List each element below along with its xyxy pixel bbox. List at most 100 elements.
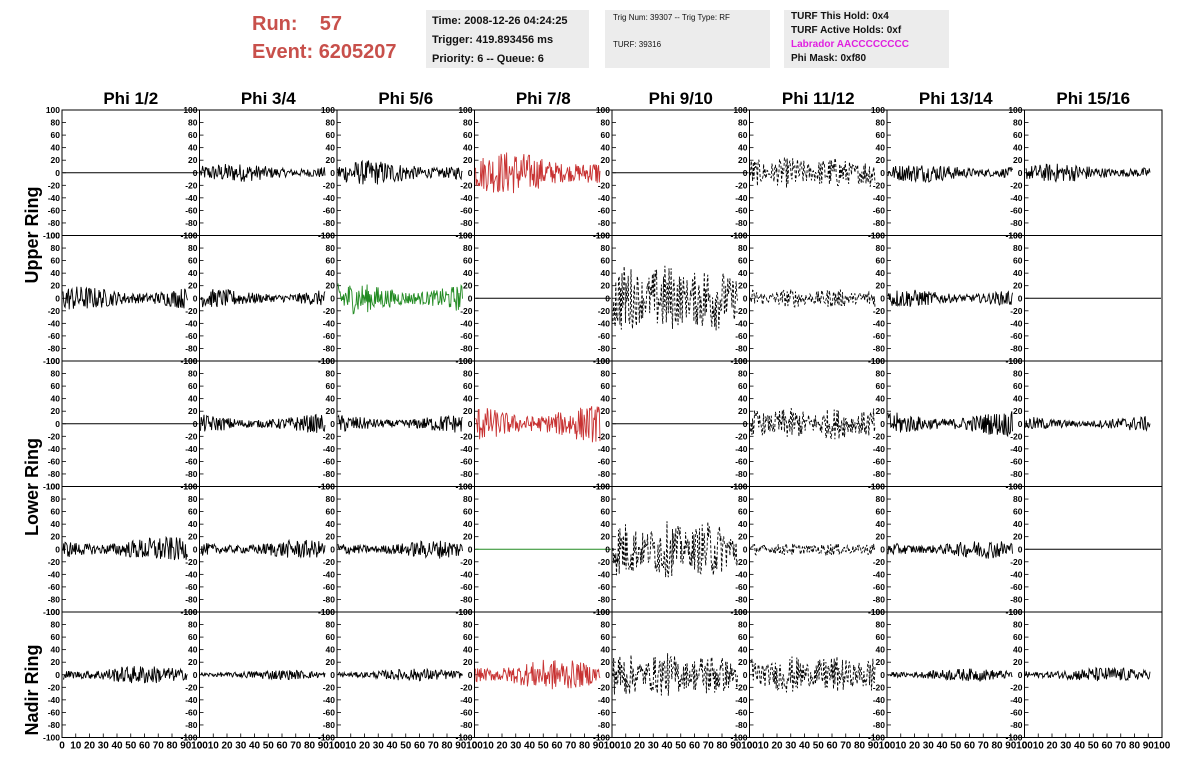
x-tick-label: 0 (197, 741, 203, 752)
y-tick-label: 80 (326, 494, 336, 504)
y-tick-label: 60 (876, 632, 886, 642)
y-tick-label: -80 (735, 594, 748, 604)
x-tick-label: 50 (1088, 741, 1100, 752)
y-tick-label: 100 (1008, 105, 1022, 115)
event-value: 6205207 (318, 41, 397, 63)
y-tick-label: 0 (330, 419, 335, 429)
y-tick-label: 40 (51, 143, 61, 153)
y-tick-label: -60 (1010, 707, 1023, 717)
event-label: Event: (252, 41, 314, 63)
y-tick-label: 0 (880, 419, 885, 429)
y-tick-label: 60 (1013, 507, 1023, 517)
y-tick-label: 100 (321, 231, 335, 241)
y-tick-label: -40 (460, 695, 473, 705)
y-tick-label: 100 (458, 105, 472, 115)
y-tick-label: 20 (188, 532, 198, 542)
column-title: Phi 1/2 (103, 89, 158, 108)
waveform-trace (62, 665, 188, 684)
waveform-trace (200, 538, 326, 559)
y-tick-label: 100 (1008, 231, 1022, 241)
y-tick-label: -20 (460, 306, 473, 316)
y-tick-label: 60 (326, 507, 336, 517)
y-tick-label: 40 (188, 268, 198, 278)
ring-label: Nadir Ring (22, 644, 42, 735)
y-tick-label: 100 (596, 105, 610, 115)
y-tick-label: -20 (185, 557, 198, 567)
time-text: Time: 2008-12-26 04:24:25 (432, 15, 568, 27)
y-tick-label: 100 (458, 356, 472, 366)
column-title: Phi 3/4 (241, 89, 296, 108)
y-tick-label: 60 (188, 256, 198, 266)
y-tick-label: -100 (1005, 733, 1022, 743)
phi-mask-text: Phi Mask: 0xf80 (791, 53, 867, 64)
y-tick-label: 80 (463, 620, 473, 630)
y-tick-label: 80 (876, 243, 886, 253)
y-tick-label: -80 (598, 594, 611, 604)
y-tick-label: 80 (51, 369, 61, 379)
y-tick-label: 20 (463, 532, 473, 542)
y-tick-label: 20 (601, 155, 611, 165)
y-tick-label: 100 (1008, 482, 1022, 492)
y-tick-label: 80 (326, 118, 336, 128)
y-tick-label: 0 (743, 670, 748, 680)
y-tick-label: 20 (1013, 657, 1023, 667)
y-tick-label: 60 (51, 130, 61, 140)
y-tick-label: -100 (43, 231, 60, 241)
y-tick-label: 60 (326, 256, 336, 266)
y-tick-label: 40 (876, 268, 886, 278)
y-tick-label: -40 (185, 695, 198, 705)
y-tick-label: -60 (323, 582, 336, 592)
trig-num-text: Trig Num: 39307 -- Trig Type: RF (613, 13, 730, 22)
waveform-trace (337, 540, 463, 559)
y-tick-label: -20 (185, 431, 198, 441)
y-tick-label: -80 (460, 469, 473, 479)
y-tick-label: -20 (1010, 180, 1023, 190)
x-tick-label: 30 (373, 741, 385, 752)
y-tick-label: 100 (871, 607, 885, 617)
y-tick-label: -60 (873, 331, 886, 341)
y-tick-label: 40 (601, 143, 611, 153)
y-tick-label: -20 (598, 557, 611, 567)
run-event-header: Run: 57 Event: 6205207 (252, 10, 397, 66)
x-tick-label: 40 (661, 741, 673, 752)
x-tick-label: 30 (235, 741, 247, 752)
waveform-trace (887, 289, 1013, 308)
x-tick-label: 10 (620, 741, 632, 752)
y-tick-label: -20 (735, 431, 748, 441)
y-tick-label: 100 (458, 231, 472, 241)
y-tick-label: -20 (873, 306, 886, 316)
y-tick-label: 40 (326, 645, 336, 655)
y-tick-label: 60 (1013, 381, 1023, 391)
y-tick-label: 20 (876, 155, 886, 165)
x-tick-label: 90 (730, 741, 742, 752)
x-tick-label: 60 (689, 741, 701, 752)
y-tick-label: -60 (460, 331, 473, 341)
y-tick-label: 40 (1013, 519, 1023, 529)
column-title: Phi 7/8 (516, 89, 571, 108)
x-tick-label: 10 (483, 741, 495, 752)
y-tick-label: -20 (735, 557, 748, 567)
y-tick-label: 80 (188, 369, 198, 379)
y-tick-label: 60 (51, 256, 61, 266)
x-tick-label: 60 (139, 741, 151, 752)
y-tick-label: 40 (463, 394, 473, 404)
y-tick-label: 40 (601, 519, 611, 529)
y-tick-label: 0 (605, 293, 610, 303)
trigger-text: Trigger: 419.893456 ms (432, 34, 554, 46)
y-tick-label: 0 (468, 670, 473, 680)
y-tick-label: -80 (323, 720, 336, 730)
y-tick-label: 80 (738, 494, 748, 504)
x-tick-label: 70 (703, 741, 715, 752)
y-tick-label: 20 (876, 406, 886, 416)
y-tick-label: 0 (330, 670, 335, 680)
y-tick-label: 80 (876, 494, 886, 504)
y-tick-label: -40 (873, 318, 886, 328)
x-tick-label: 100 (741, 741, 758, 752)
y-tick-label: 0 (55, 419, 60, 429)
y-tick-label: -80 (323, 469, 336, 479)
ring-label: Lower Ring (22, 438, 42, 536)
y-tick-label: 0 (743, 544, 748, 554)
x-tick-label: 80 (716, 741, 728, 752)
y-tick-label: 80 (463, 369, 473, 379)
y-tick-label: 80 (1013, 118, 1023, 128)
